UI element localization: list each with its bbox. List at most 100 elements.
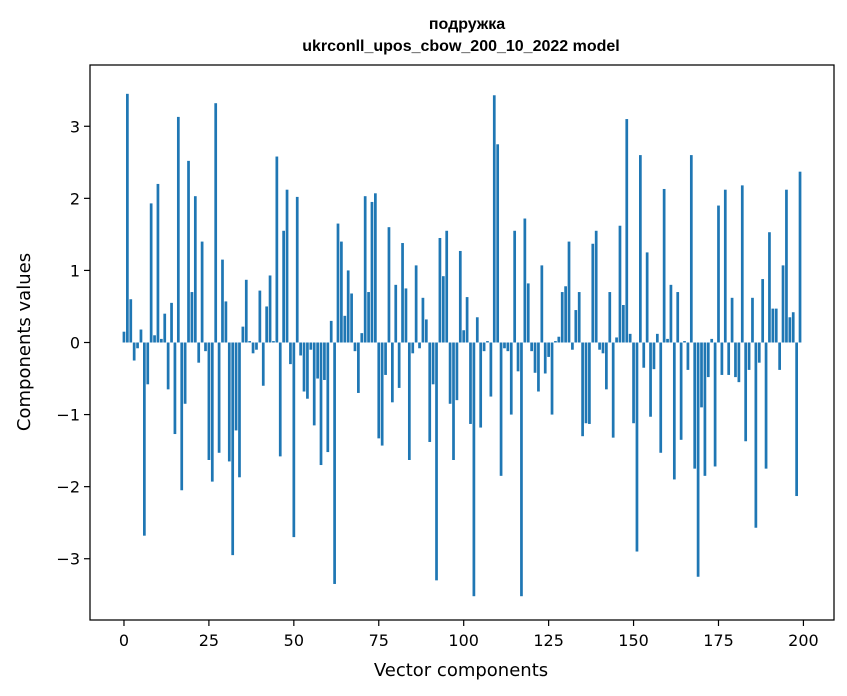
y-tick-label: 3	[70, 117, 80, 136]
bar	[166, 342, 170, 390]
bar	[601, 342, 605, 354]
bar	[482, 342, 486, 352]
bar	[132, 342, 136, 361]
x-tick-label: 150	[618, 631, 649, 650]
bar	[550, 342, 554, 415]
bar	[255, 342, 258, 350]
bar	[452, 342, 455, 460]
bar	[265, 306, 269, 343]
bar	[764, 342, 768, 469]
bar	[683, 341, 686, 343]
bar	[737, 342, 741, 383]
bar	[499, 342, 503, 476]
bar	[272, 341, 275, 343]
bar	[231, 342, 235, 556]
bar	[533, 342, 537, 373]
bar	[340, 241, 343, 343]
bar	[679, 342, 683, 440]
bar	[693, 342, 697, 469]
bar	[370, 201, 374, 343]
bar	[244, 279, 248, 343]
y-axis-label: Components values	[14, 253, 35, 431]
chart-subtitle: ukrconll_upos_cbow_200_10_2022 model	[302, 38, 619, 55]
bar	[183, 342, 187, 404]
bar	[632, 342, 635, 424]
bar	[187, 160, 190, 343]
bar	[768, 232, 771, 343]
bar	[387, 227, 391, 343]
bar	[268, 275, 272, 343]
bar	[210, 342, 214, 482]
bar	[666, 338, 669, 343]
bar	[503, 342, 506, 349]
bar	[571, 342, 574, 350]
bar	[465, 297, 469, 343]
bar	[523, 218, 527, 343]
bar	[625, 119, 629, 343]
x-tick-label: 25	[199, 631, 219, 650]
bar	[248, 341, 252, 343]
bar	[384, 342, 387, 375]
bar	[642, 342, 646, 368]
bar	[622, 305, 625, 343]
bar	[357, 342, 360, 393]
bar	[547, 342, 550, 357]
bar	[193, 196, 197, 343]
bar	[129, 299, 133, 343]
bar	[282, 230, 285, 343]
bar	[176, 116, 180, 343]
bar	[475, 317, 479, 343]
plot-frame	[89, 64, 835, 621]
bar	[676, 292, 680, 343]
bar	[594, 230, 598, 343]
bar	[367, 292, 370, 343]
bar	[785, 189, 788, 343]
bar	[479, 342, 483, 428]
bar	[323, 342, 326, 380]
bar	[316, 342, 319, 379]
bar	[343, 315, 347, 343]
bar	[605, 342, 608, 390]
bar	[696, 342, 700, 577]
bar	[346, 270, 350, 343]
bar	[159, 338, 163, 343]
bar	[734, 342, 737, 378]
axes-layer: 0 25 50 75 100 125 150 175 200 −3 −2 −1 0 1 2 3	[56, 117, 818, 650]
bar	[771, 308, 775, 343]
bar	[703, 342, 707, 476]
bar	[336, 223, 340, 343]
bar	[139, 329, 143, 343]
bar	[652, 342, 656, 370]
bar	[710, 338, 714, 343]
bar	[727, 342, 731, 375]
bar	[221, 259, 224, 343]
bar	[588, 342, 591, 424]
bar	[170, 302, 173, 343]
bar	[754, 342, 758, 528]
bar	[360, 333, 364, 343]
bar	[581, 342, 584, 437]
x-tick-label: 0	[119, 631, 129, 650]
bar	[350, 293, 353, 343]
chart-title: подружка	[429, 16, 505, 33]
bar	[173, 342, 177, 435]
bar	[469, 342, 472, 424]
bar	[706, 342, 710, 378]
bar	[618, 225, 622, 343]
bar	[747, 342, 751, 370]
bar	[526, 283, 530, 343]
bar	[662, 188, 666, 343]
bar	[190, 292, 194, 343]
bar	[363, 196, 367, 343]
bar	[377, 342, 381, 439]
bar	[197, 342, 201, 363]
bar	[567, 241, 571, 343]
y-tick-label: −3	[56, 550, 80, 569]
bar	[757, 342, 761, 363]
bar	[584, 342, 588, 424]
bar	[489, 342, 493, 397]
y-tick-label: 0	[70, 334, 80, 353]
bar	[557, 336, 561, 343]
bar	[374, 193, 377, 343]
bar	[289, 342, 292, 365]
